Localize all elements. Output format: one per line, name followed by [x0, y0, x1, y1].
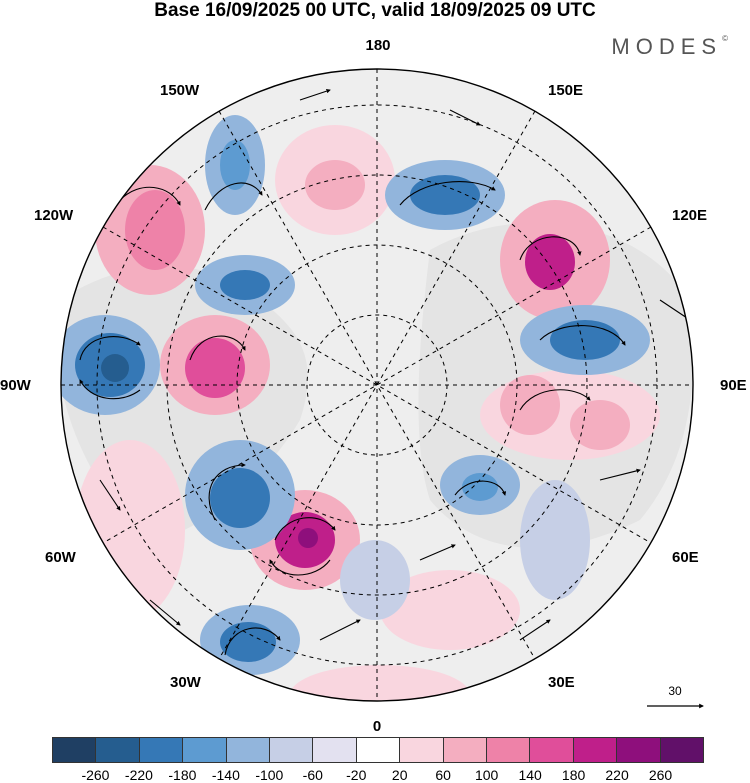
colorbar: [52, 737, 704, 763]
colorbar-swatch: [313, 738, 356, 762]
colorbar-swatch: [487, 738, 530, 762]
polar-map: [0, 0, 750, 783]
lon-label-150w: 150W: [160, 82, 199, 99]
colorbar-tick-label: -260: [81, 767, 109, 783]
lon-label-0: 0: [373, 718, 381, 735]
lon-label-60w: 60W: [45, 549, 76, 566]
lon-label-60e: 60E: [672, 549, 699, 566]
lon-label-150e: 150E: [548, 82, 583, 99]
colorbar-swatch: [183, 738, 226, 762]
colorbar-tick-label: 220: [605, 767, 628, 783]
colorbar-swatch: [661, 738, 703, 762]
colorbar-tick-label: 180: [562, 767, 585, 783]
colorbar-tick-label: -20: [346, 767, 366, 783]
reference-vector-value: 30: [645, 684, 705, 698]
lon-label-90e: 90E: [720, 377, 747, 394]
lon-label-120w: 120W: [34, 207, 73, 224]
lon-label-180: 180: [365, 37, 390, 54]
anomaly-field: [50, 69, 693, 725]
colorbar-tick-label: -180: [168, 767, 196, 783]
colorbar-tick-label: 260: [649, 767, 672, 783]
colorbar-swatch: [227, 738, 270, 762]
reference-vector: 30: [645, 684, 705, 698]
colorbar-tick-label: 20: [392, 767, 408, 783]
colorbar-swatch: [140, 738, 183, 762]
colorbar-swatch: [53, 738, 96, 762]
colorbar-swatch: [96, 738, 139, 762]
colorbar-tick-label: 100: [475, 767, 498, 783]
colorbar-swatch: [617, 738, 660, 762]
colorbar-tick-label: -220: [125, 767, 153, 783]
colorbar-tick-label: 60: [435, 767, 451, 783]
colorbar-swatch: [270, 738, 313, 762]
colorbar-tick-label: -140: [212, 767, 240, 783]
colorbar-swatch: [400, 738, 443, 762]
colorbar-swatch: [357, 738, 400, 762]
lon-label-30w: 30W: [170, 674, 201, 691]
colorbar-tick-label: -60: [303, 767, 323, 783]
colorbar-tick-label: -100: [255, 767, 283, 783]
lon-label-30e: 30E: [548, 674, 575, 691]
colorbar-swatch: [530, 738, 573, 762]
lon-label-120e: 120E: [672, 207, 707, 224]
colorbar-swatch: [574, 738, 617, 762]
colorbar-swatch: [444, 738, 487, 762]
colorbar-tick-label: 140: [518, 767, 541, 783]
lon-label-90w: 90W: [0, 377, 31, 394]
